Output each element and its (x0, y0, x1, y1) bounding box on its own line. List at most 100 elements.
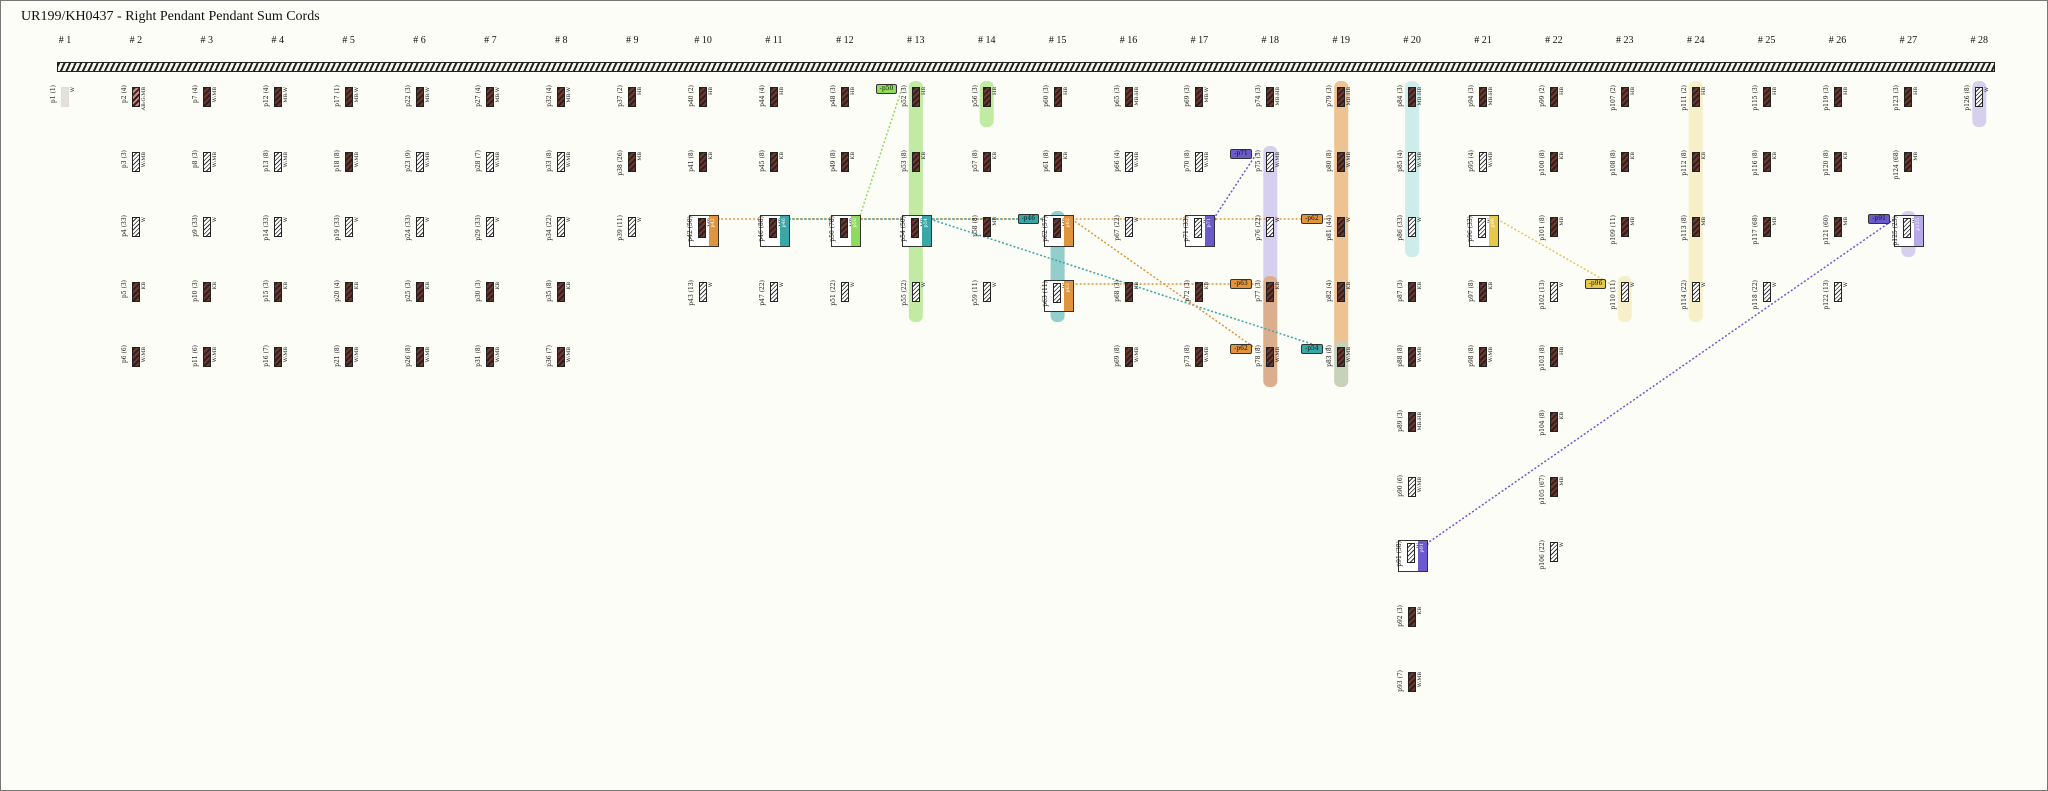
sum-cord-box[interactable]: p71 (33)Wp71 (1183, 215, 1216, 247)
pendant-cord[interactable]: p126 (8) W (1964, 85, 1994, 117)
pendant-cord[interactable]: p107 (2) HB (1610, 85, 1640, 117)
pendant-cord[interactable]: p30 (3) KB (475, 280, 505, 312)
pendant-cord[interactable]: p40 (2) HB (688, 85, 718, 117)
pendant-cord[interactable]: p94 (3) MB:HB (1468, 85, 1498, 117)
pendant-cord[interactable]: p78 (8) W:MB (1255, 345, 1285, 377)
pendant-cord[interactable]: p10 (3) KB (192, 280, 222, 312)
pendant-cord[interactable]: p89 (3) MB:HB (1397, 410, 1427, 442)
pendant-cord[interactable]: p16 (7) W:MB (263, 345, 293, 377)
pendant-cord[interactable]: p93 (7) W:MB (1397, 670, 1427, 702)
pendant-cord[interactable]: p18 (8) W:MB (334, 150, 364, 182)
pendant-cord[interactable]: p39 (11) W (617, 215, 647, 247)
pendant-cord[interactable]: p34 (22) W (546, 215, 576, 247)
pendant-cord[interactable]: p123 (3) HB (1893, 85, 1923, 117)
pendant-cord[interactable]: p48 (3) HB (830, 85, 860, 117)
pendant-cord[interactable]: p43 (13) W (688, 280, 718, 312)
pendant-cord[interactable]: p116 (8) KB (1752, 150, 1782, 182)
pendant-cord[interactable]: p41 (8) KB (688, 150, 718, 182)
pendant-cord[interactable]: p106 (22) W (1539, 540, 1569, 572)
pendant-cord[interactable]: p9 (33) W (192, 215, 222, 247)
pendant-cord[interactable]: p67 (22) W (1114, 215, 1144, 247)
pendant-cord[interactable]: p7 (4) W:MB (192, 85, 222, 117)
pendant-cord[interactable]: p73 (8) W:MB (1184, 345, 1214, 377)
pendant-cord[interactable]: p35 (8) KB (546, 280, 576, 312)
pendant-cord[interactable]: p119 (3) HB (1823, 85, 1853, 117)
pendant-cord[interactable]: p17 (1) MB:W (334, 85, 364, 117)
pendant-cord[interactable]: p105 (67) MB (1539, 475, 1569, 507)
pendant-cord[interactable]: p90 (6) W:MB (1397, 475, 1427, 507)
pendant-cord[interactable]: p87 (3) KB (1397, 280, 1427, 312)
sum-cord-box[interactable]: p42 (50)MBp42 (687, 215, 720, 247)
pendant-cord[interactable]: p23 (9) W:MB (405, 150, 435, 182)
pendant-cord[interactable]: p83 (8) W:MB (1326, 345, 1356, 377)
pendant-cord[interactable]: p55 (22) W (901, 280, 931, 312)
sum-cord-box[interactable]: p46 (88)MBp46 (758, 215, 790, 247)
pendant-cord[interactable]: p109 (11) MB (1610, 215, 1640, 247)
pendant-cord[interactable]: p124 (68) MB (1893, 150, 1923, 182)
pendant-cord[interactable]: p79 (3) MB:HB (1326, 85, 1356, 117)
pendant-cord[interactable]: p14 (33) W (263, 215, 293, 247)
pendant-cord[interactable]: p1 (1) W (50, 85, 80, 117)
pendant-cord[interactable]: p112 (8) KB (1681, 150, 1711, 182)
pendant-cord[interactable]: p4 (33) W (121, 215, 151, 247)
pendant-cord[interactable]: p6 (6) W:MB (121, 345, 151, 377)
pendant-cord[interactable]: p95 (4) W:MB (1468, 150, 1498, 182)
pendant-cord[interactable]: p92 (3) KB (1397, 605, 1427, 637)
pendant-cord[interactable]: p22 (3) MB:W (405, 85, 435, 117)
pendant-cord[interactable]: p49 (8) KB (830, 150, 860, 182)
pendant-cord[interactable]: p26 (8) W:MB (405, 345, 435, 377)
pendant-cord[interactable]: p100 (8) KB (1539, 150, 1569, 182)
pendant-cord[interactable]: p120 (8) KB (1823, 150, 1853, 182)
pendant-cord[interactable]: p101 (8) MB (1539, 215, 1569, 247)
pendant-cord[interactable]: p75 (3) W:MB (1255, 150, 1285, 182)
pendant-cord[interactable]: p47 (22) W (759, 280, 789, 312)
pendant-cord[interactable]: p80 (8) W:MB (1326, 150, 1356, 182)
pendant-cord[interactable]: p122 (13) W (1823, 280, 1853, 312)
pendant-cord[interactable]: p98 (8) W:MB (1468, 345, 1498, 377)
pendant-cord[interactable]: p113 (8) MB (1681, 215, 1711, 247)
pendant-cord[interactable]: p21 (8) W:MB (334, 345, 364, 377)
pendant-cord[interactable]: p65 (3) MB:HB (1114, 85, 1144, 117)
pendant-cord[interactable]: p121 (60) MB (1823, 215, 1853, 247)
pendant-cord[interactable]: p19 (33) W (334, 215, 364, 247)
pendant-cord[interactable]: p59 (11) W (972, 280, 1002, 312)
pendant-cord[interactable]: p51 (22) W (830, 280, 860, 312)
pendant-cord[interactable]: p27 (4) MB:W (475, 85, 505, 117)
pendant-cord[interactable]: p2 (4) AB:G:MB (121, 85, 151, 117)
pendant-cord[interactable]: p3 (3) W:MB (121, 150, 151, 182)
pendant-cord[interactable]: p85 (4) W:MB (1397, 150, 1427, 182)
pendant-cord[interactable]: p57 (8) KB (972, 150, 1002, 182)
pendant-cord[interactable]: p99 (2) HB (1539, 85, 1569, 117)
pendant-cord[interactable]: p108 (8) KB (1610, 150, 1640, 182)
pendant-cord[interactable]: p86 (33) W (1397, 215, 1427, 247)
pendant-cord[interactable]: p29 (33) W (475, 215, 505, 247)
pendant-cord[interactable]: p12 (4) MB:W (263, 85, 293, 117)
pendant-cord[interactable]: p8 (3) W:MB (192, 150, 222, 182)
pendant-cord[interactable]: p60 (3) HB (1043, 85, 1073, 117)
pendant-cord[interactable]: p36 (7) W:MB (546, 345, 576, 377)
pendant-cord[interactable]: p118 (22) W (1752, 280, 1782, 312)
pendant-cord[interactable]: p45 (8) KB (759, 150, 789, 182)
pendant-cord[interactable]: p74 (3) MB:HB (1255, 85, 1285, 117)
pendant-cord[interactable]: p69 (8) W:MB (1114, 345, 1144, 377)
pendant-cord[interactable]: p76 (22) W (1255, 215, 1285, 247)
pendant-cord[interactable]: p15 (3) KB (263, 280, 293, 312)
pendant-cord[interactable]: p61 (8) KB (1043, 150, 1073, 182)
sum-cord-box[interactable]: p63 (11)Wp63 (1042, 280, 1074, 312)
pendant-cord[interactable]: p103 (8) HB (1539, 345, 1569, 377)
pendant-cord[interactable]: p69 (3) MB:W (1184, 85, 1214, 117)
pendant-cord[interactable]: p68 (3) KB (1114, 280, 1144, 312)
pendant-cord[interactable]: p11 (6) W:MB (192, 345, 222, 377)
sum-cord-box[interactable]: p91 (38)Wp91 (1396, 540, 1429, 572)
pendant-cord[interactable]: p111 (2) HB (1681, 85, 1711, 117)
pendant-cord[interactable]: p114 (22) W (1681, 280, 1711, 312)
pendant-cord[interactable]: p58 (8) MB (972, 215, 1002, 247)
pendant-cord[interactable]: p20 (4) KB (334, 280, 364, 312)
pendant-cord[interactable]: p13 (8) W:MB (263, 150, 293, 182)
sum-cord-box[interactable]: p54 (50)MBp54 (900, 215, 932, 247)
pendant-cord[interactable]: p81 (44) W (1326, 215, 1356, 247)
pendant-cord[interactable]: p53 (8) KB (901, 150, 931, 182)
pendant-cord[interactable]: p102 (13) W (1539, 280, 1569, 312)
sum-cord-box[interactable]: p125 (25)Wp125 (1892, 215, 1925, 247)
pendant-cord[interactable]: p56 (3) HB (972, 85, 1002, 117)
